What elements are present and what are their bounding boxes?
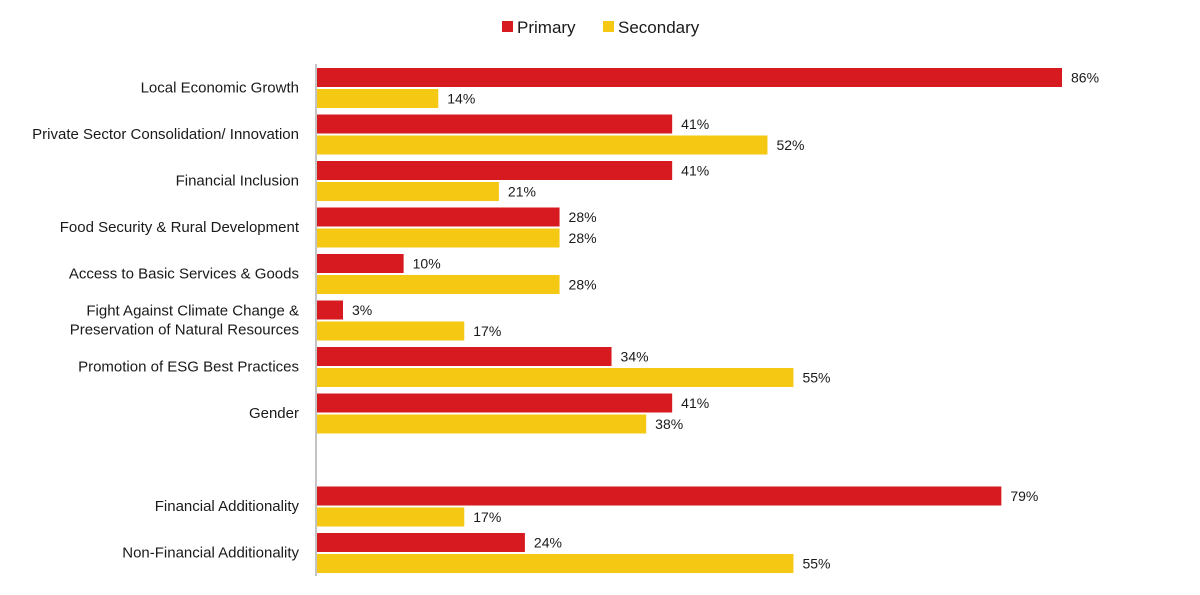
bar-primary <box>317 114 673 134</box>
bar-primary <box>317 347 612 366</box>
bar-secondary <box>317 368 794 387</box>
data-label-primary: 41% <box>681 395 709 411</box>
bar-secondary <box>317 275 560 294</box>
data-label-primary: 28% <box>569 209 597 225</box>
bar-primary <box>317 254 404 273</box>
data-label-secondary: 17% <box>473 323 501 339</box>
data-label-primary: 10% <box>413 256 441 272</box>
data-label-secondary: 55% <box>802 556 830 572</box>
bar-secondary <box>317 228 560 248</box>
data-label-primary: 86% <box>1071 70 1099 86</box>
data-label-primary: 3% <box>352 302 372 318</box>
legend-label-secondary: Secondary <box>618 18 700 37</box>
bar-primary <box>317 68 1062 87</box>
data-label-primary: 34% <box>621 349 649 365</box>
bar-secondary <box>317 321 465 341</box>
bar-primary <box>317 533 525 552</box>
data-label-secondary: 21% <box>508 184 536 200</box>
bar-primary <box>317 161 673 180</box>
category-label: Food Security & Rural Development <box>60 219 300 236</box>
bar-secondary <box>317 507 465 527</box>
data-label-primary: 41% <box>681 116 709 132</box>
data-label-primary: 24% <box>534 535 562 551</box>
data-label-secondary: 17% <box>473 509 501 525</box>
category-label: Financial Additionality <box>155 498 300 515</box>
bar-secondary <box>317 135 768 155</box>
legend-label-primary: Primary <box>517 18 576 37</box>
data-label-secondary: 28% <box>569 277 597 293</box>
data-label-secondary: 38% <box>655 416 683 432</box>
legend-swatch-secondary <box>603 21 614 32</box>
data-label-primary: 79% <box>1010 488 1038 504</box>
category-label: Financial Inclusion <box>176 173 299 190</box>
category-label: Fight Against Climate Change & Preservati… <box>70 303 299 339</box>
category-label: Private Sector Consolidation/ Innovation <box>32 126 299 143</box>
data-label-secondary: 55% <box>802 370 830 386</box>
category-label: Access to Basic Services & Goods <box>69 266 299 283</box>
data-label-secondary: 28% <box>569 230 597 246</box>
legend-swatch-primary <box>502 21 513 32</box>
bar-secondary <box>317 89 439 108</box>
bar-secondary <box>317 414 647 434</box>
data-label-secondary: 52% <box>776 137 804 153</box>
data-label-secondary: 14% <box>447 91 475 107</box>
bar-primary <box>317 207 560 227</box>
category-label: Promotion of ESG Best Practices <box>78 359 299 376</box>
bar-secondary <box>317 182 499 201</box>
bar-primary <box>317 393 673 413</box>
category-label: Gender <box>249 405 299 422</box>
data-label-primary: 41% <box>681 163 709 179</box>
bar-primary <box>317 486 1002 506</box>
bar-secondary <box>317 554 794 573</box>
category-label: Non-Financial Additionality <box>122 545 299 562</box>
category-label: Local Economic Growth <box>141 80 299 97</box>
bar-primary <box>317 300 343 320</box>
